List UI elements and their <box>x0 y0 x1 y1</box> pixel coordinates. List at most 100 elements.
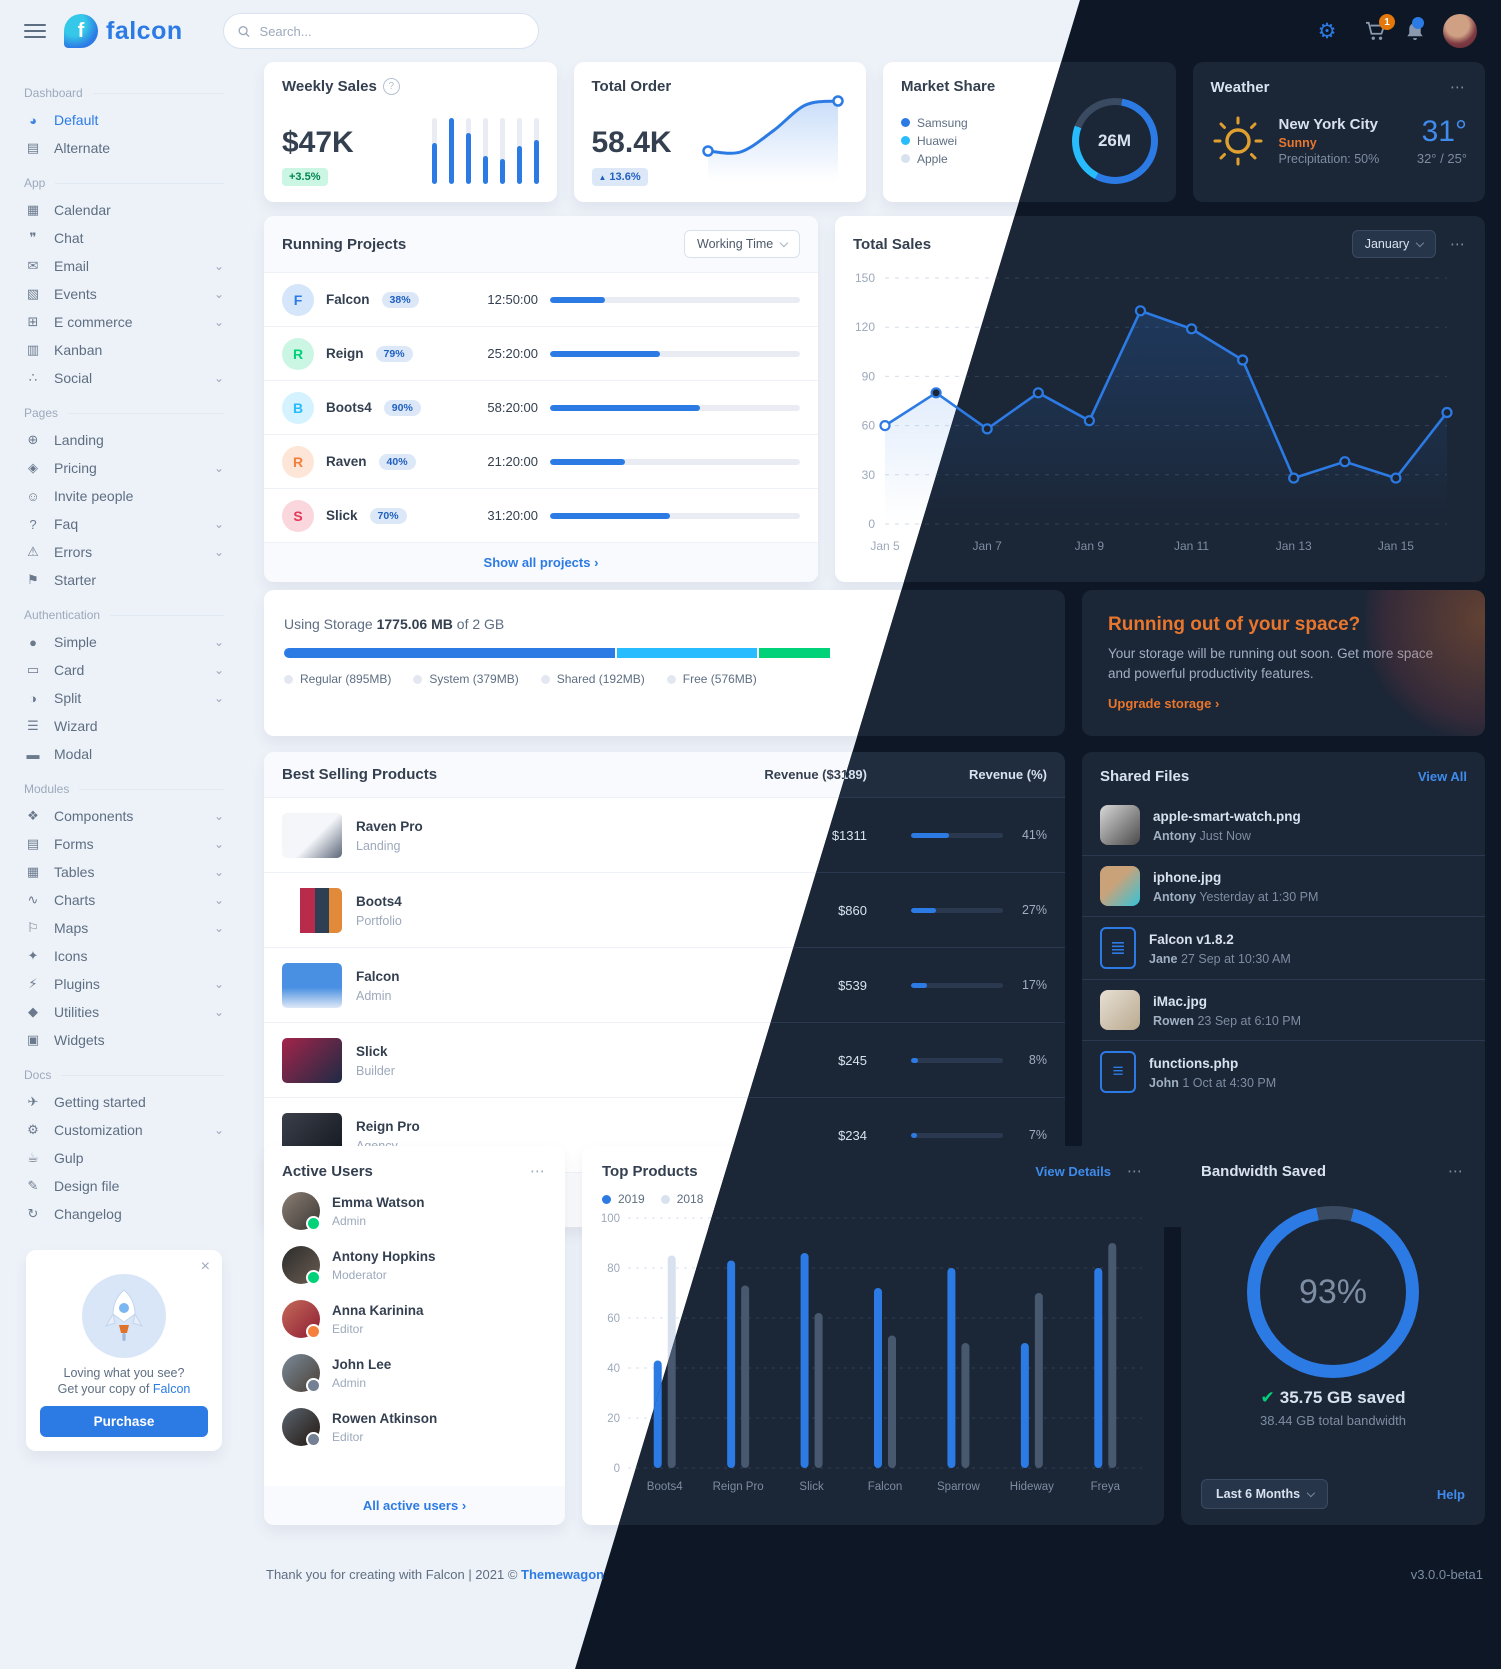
product-name-link[interactable]: Boots4 <box>356 893 402 909</box>
purchase-button[interactable]: Purchase <box>40 1406 208 1437</box>
sidebar-item[interactable]: ▧Events⌄ <box>24 280 224 308</box>
user-name-link[interactable]: Rowen Atkinson <box>332 1411 438 1426</box>
file-name-link[interactable]: Falcon v1.8.2 <box>1149 931 1234 947</box>
brand-logo[interactable]: f falcon <box>64 14 183 48</box>
info-icon[interactable]: ? <box>382 78 400 95</box>
sidebar-section-label: Docs <box>24 1068 224 1082</box>
svg-text:60: 60 <box>607 1313 620 1325</box>
view-details-link[interactable]: View Details <box>1035 1163 1111 1179</box>
product-name-link[interactable]: Raven Pro <box>356 818 423 834</box>
file-thumbnail: ≡ <box>1100 1051 1136 1093</box>
chevron-down-icon: ⌄ <box>213 663 224 677</box>
sidebar-item[interactable]: ?Faq⌄ <box>24 510 224 538</box>
legend-item-2019[interactable]: 2019 <box>602 1192 645 1206</box>
card-menu-button[interactable]: ⋯ <box>530 1163 547 1180</box>
file-name-link[interactable]: iphone.jpg <box>1153 869 1222 885</box>
card-menu-button[interactable]: ⋯ <box>1450 236 1467 253</box>
sidebar-item[interactable]: ●Simple⌄ <box>24 628 224 656</box>
sidebar-item[interactable]: ❞Chat <box>24 224 224 252</box>
sidebar-item[interactable]: ▥Kanban <box>24 336 224 364</box>
sidebar-item[interactable]: ◆Utilities⌄ <box>24 998 224 1026</box>
weather-range: 32° / 25° <box>1416 150 1467 166</box>
sidebar-item[interactable]: ⚡Plugins⌄ <box>24 970 224 998</box>
card-menu-button[interactable]: ⋯ <box>1450 79 1467 96</box>
sidebar-item-icon: ◑ <box>29 690 37 706</box>
sidebar-item[interactable]: ∴Social⌄ <box>24 364 224 392</box>
sidebar-item[interactable]: ☰Wizard <box>24 712 224 740</box>
sidebar-item[interactable]: ◑Split⌄ <box>24 684 224 712</box>
search-bar[interactable] <box>222 13 539 49</box>
sidebar-item[interactable]: ◕Default <box>24 106 224 134</box>
search-input[interactable] <box>257 22 524 40</box>
last-6-months-select[interactable]: Last 6 Months <box>1201 1479 1329 1509</box>
hamburger-menu-icon[interactable] <box>24 24 46 38</box>
shared-file-row: ≡ functions.php John 1 Oct at 4:30 PM <box>1082 1041 1485 1103</box>
product-name-link[interactable]: Falcon <box>356 968 400 984</box>
legend-item-2018[interactable]: 2018 <box>660 1192 703 1206</box>
sidebar-item[interactable]: ▤Forms⌄ <box>24 830 224 858</box>
file-name-link[interactable]: apple-smart-watch.png <box>1153 808 1301 824</box>
help-link[interactable]: Help <box>1436 1486 1465 1502</box>
legend-item: Samsung <box>901 116 968 130</box>
falcon-link[interactable]: Falcon <box>152 1382 191 1396</box>
close-icon[interactable]: × <box>200 1258 210 1275</box>
project-name-link[interactable]: Boots4 <box>326 400 372 415</box>
card-title: Market Share <box>901 78 996 95</box>
sidebar-item[interactable]: ❖Components⌄ <box>24 802 224 830</box>
card-menu-button[interactable]: ⋯ <box>1127 1163 1144 1180</box>
project-name-link[interactable]: Falcon <box>326 292 370 307</box>
user-name-link[interactable]: Anna Karinina <box>332 1303 424 1318</box>
sidebar-item[interactable]: ✉Email⌄ <box>24 252 224 280</box>
sidebar-item[interactable]: ⚐Maps⌄ <box>24 914 224 942</box>
working-time-select[interactable]: Working Time <box>684 230 800 258</box>
svg-text:120: 120 <box>855 320 875 334</box>
show-all-projects-link[interactable]: Show all projects › <box>483 555 599 570</box>
project-name-link[interactable]: Reign <box>326 346 364 361</box>
user-name-link[interactable]: Emma Watson <box>332 1195 425 1210</box>
sidebar-item[interactable]: ⚙Customization⌄ <box>24 1116 224 1144</box>
sidebar-item[interactable]: ✈Getting started <box>24 1088 224 1116</box>
user-role: Editor <box>332 1430 364 1444</box>
active-user-row: Emma Watson Admin <box>264 1184 565 1238</box>
file-name-link[interactable]: functions.php <box>1149 1055 1239 1071</box>
sidebar-item[interactable]: ⊞E commerce⌄ <box>24 308 224 336</box>
themewagon-link[interactable]: Themewagon <box>521 1567 605 1582</box>
project-name-link[interactable]: Raven <box>326 454 367 469</box>
upgrade-storage-link[interactable]: Upgrade storage › <box>1108 696 1220 712</box>
sidebar-item[interactable]: ◈Pricing⌄ <box>24 454 224 482</box>
month-select[interactable]: January <box>1351 230 1436 258</box>
project-name-link[interactable]: Slick <box>326 508 358 523</box>
sidebar-item[interactable]: ⚑Starter <box>24 566 224 594</box>
sidebar-item[interactable]: ∿Charts⌄ <box>24 886 224 914</box>
product-row: Raven Pro Landing $1311 41% <box>575 798 1065 873</box>
product-name-link[interactable]: Reign Pro <box>356 1118 420 1134</box>
all-active-users-link[interactable]: All active users › <box>362 1498 467 1513</box>
sidebar-item[interactable]: ☺Invite people <box>24 482 224 510</box>
sidebar-item[interactable]: ▤Alternate <box>24 134 224 162</box>
settings-gear-button[interactable]: ⚙ <box>1307 11 1347 51</box>
user-role: Admin <box>332 1214 367 1228</box>
sidebar-item[interactable]: ▬Modal <box>24 740 224 768</box>
user-avatar[interactable] <box>1443 14 1477 48</box>
project-time: 25:20:00 <box>487 346 538 361</box>
sidebar-item[interactable]: ⊕Landing <box>24 426 224 454</box>
product-name-link[interactable]: Slick <box>356 1043 388 1059</box>
sidebar-item[interactable]: ▦Calendar <box>24 196 224 224</box>
view-all-link[interactable]: View All <box>1417 769 1467 784</box>
sidebar-item[interactable]: ☕Gulp <box>24 1144 224 1172</box>
sidebar-item[interactable]: ⚠Errors⌄ <box>24 538 224 566</box>
sidebar-item[interactable]: ↻Changelog <box>24 1200 224 1228</box>
cart-button[interactable]: 1 <box>1365 14 1395 41</box>
sidebar-item[interactable]: ▦Tables⌄ <box>24 858 224 886</box>
file-thumbnail <box>1100 866 1140 906</box>
sidebar-item[interactable]: ▣Widgets <box>24 1026 224 1054</box>
notifications-button[interactable] <box>1405 16 1425 42</box>
legend-item: System (379MB) <box>413 672 519 686</box>
user-name-link[interactable]: Antony Hopkins <box>332 1249 436 1264</box>
card-menu-button[interactable]: ⋯ <box>1448 1163 1465 1180</box>
sidebar-item[interactable]: ▭Card⌄ <box>24 656 224 684</box>
sidebar-item[interactable]: ✎Design file <box>24 1172 224 1200</box>
file-name-link[interactable]: iMac.jpg <box>1153 993 1208 1009</box>
sidebar-item[interactable]: ✦Icons <box>24 942 224 970</box>
user-name-link[interactable]: John Lee <box>332 1357 392 1372</box>
